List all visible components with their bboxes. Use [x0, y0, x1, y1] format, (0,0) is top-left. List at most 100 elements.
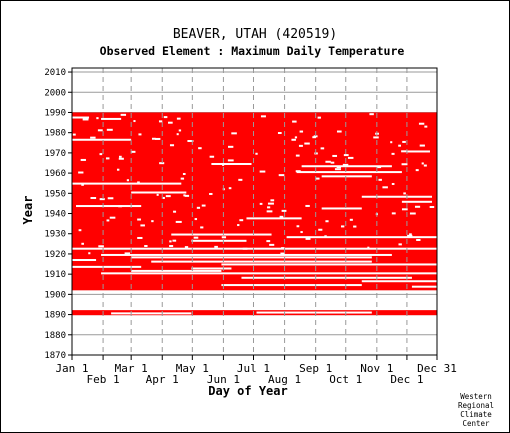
gap-150 [299, 130, 304, 133]
gap-80 [429, 206, 435, 209]
gap-43 [193, 236, 199, 239]
plot-area-border [71, 67, 438, 356]
gap-113 [320, 147, 325, 150]
credit-line-2: Climate [460, 410, 492, 419]
gap-97 [278, 174, 285, 177]
gap-134 [168, 121, 173, 124]
gap-181 [90, 197, 97, 200]
gap-182 [187, 140, 194, 143]
gap-131 [294, 136, 298, 139]
gap-148 [138, 133, 142, 136]
gap-77 [292, 120, 297, 123]
gap-188 [378, 178, 382, 181]
gap-160 [341, 225, 345, 228]
gap-130 [227, 159, 234, 162]
y-tick-label-1980: 1980 [44, 129, 66, 139]
gap-193 [72, 133, 76, 136]
gap-167 [390, 141, 393, 144]
gap-136 [140, 224, 145, 227]
gap-90 [97, 129, 103, 132]
x-tick-label: May 1 [176, 362, 209, 375]
gap-107 [124, 252, 130, 255]
gap-12 [76, 205, 142, 208]
gap-95 [402, 140, 406, 143]
x-tick-label: Oct 1 [329, 373, 362, 386]
gap-10 [361, 195, 432, 198]
gap-94 [184, 194, 190, 197]
gap-15 [171, 233, 272, 236]
gap-141 [162, 196, 165, 199]
x-tick-label: Apr 1 [146, 373, 179, 386]
gap-120 [96, 117, 99, 120]
x-tick-label: Mar 1 [115, 362, 148, 375]
gap-27 [101, 272, 437, 275]
gap-63 [318, 228, 323, 231]
gap-164 [184, 246, 189, 249]
gap-74 [255, 152, 258, 155]
gap-23 [221, 263, 437, 266]
gap-66 [267, 206, 271, 209]
y-axis-label: Year [21, 196, 35, 225]
gap-122 [296, 225, 300, 228]
gap-76 [82, 118, 89, 121]
x-tick-label: Nov 1 [360, 362, 393, 375]
gap-69 [116, 168, 120, 171]
credit-line-3: Center [462, 419, 490, 428]
gap-86 [137, 218, 141, 221]
gap-62 [228, 145, 234, 148]
gap-129 [423, 164, 427, 167]
gap-85 [133, 120, 136, 123]
gap-99 [214, 245, 218, 248]
data-block-0 [72, 310, 437, 316]
gap-29 [361, 280, 437, 283]
x-axis-ticks: Jan 1 Mar 1 May 1 Jul 1 Sep 1 Nov 1 Dec 31 Feb … [55, 355, 457, 386]
gap-163 [391, 182, 395, 185]
gap-42 [419, 144, 425, 147]
gap-174 [178, 129, 182, 132]
gap-152 [118, 157, 124, 160]
gap-19 [101, 253, 392, 256]
gap-83 [269, 243, 275, 246]
gap-47 [325, 160, 331, 163]
gap-51 [81, 183, 84, 186]
gap-37 [175, 220, 182, 223]
gap-61 [222, 163, 225, 166]
gap-22 [151, 260, 372, 263]
gap-3 [406, 150, 430, 153]
gap-59 [267, 202, 274, 205]
y-tick-label-2000: 2000 [44, 88, 66, 98]
gap-119 [281, 209, 287, 212]
gap-128 [107, 197, 114, 200]
gap-1 [101, 117, 122, 120]
gap-2 [72, 138, 132, 141]
gap-98 [373, 136, 379, 139]
gap-138 [401, 150, 407, 153]
gap-year-1887 [72, 317, 437, 321]
gap-144 [183, 194, 186, 197]
gap-178 [317, 116, 321, 119]
gap-100 [242, 247, 248, 250]
y-tick-label-1910: 1910 [44, 270, 66, 280]
y-axis-ticks: 1870 1880 1890 1900 1910 1920 1930 1940 1950 1960… [44, 68, 72, 361]
gap-173 [221, 236, 227, 239]
gap-67 [369, 113, 374, 116]
gap-16 [286, 236, 437, 239]
gap-140 [120, 113, 127, 116]
gap-185 [176, 117, 181, 120]
gap-81 [325, 220, 329, 223]
gap-48 [155, 137, 161, 140]
gap-115 [130, 150, 136, 153]
gap-153 [78, 171, 84, 174]
gap-161 [342, 163, 349, 166]
gap-162 [401, 163, 408, 166]
gap-104 [78, 229, 82, 232]
gap-71 [304, 142, 310, 145]
gap-82 [391, 152, 395, 155]
x-tick-label: Feb 1 [87, 373, 120, 386]
gap-151 [415, 169, 419, 172]
gap-184 [137, 181, 140, 184]
gap-155 [106, 128, 113, 131]
gap-143 [196, 206, 201, 209]
gap-11 [401, 200, 432, 203]
gap-65 [156, 193, 159, 196]
